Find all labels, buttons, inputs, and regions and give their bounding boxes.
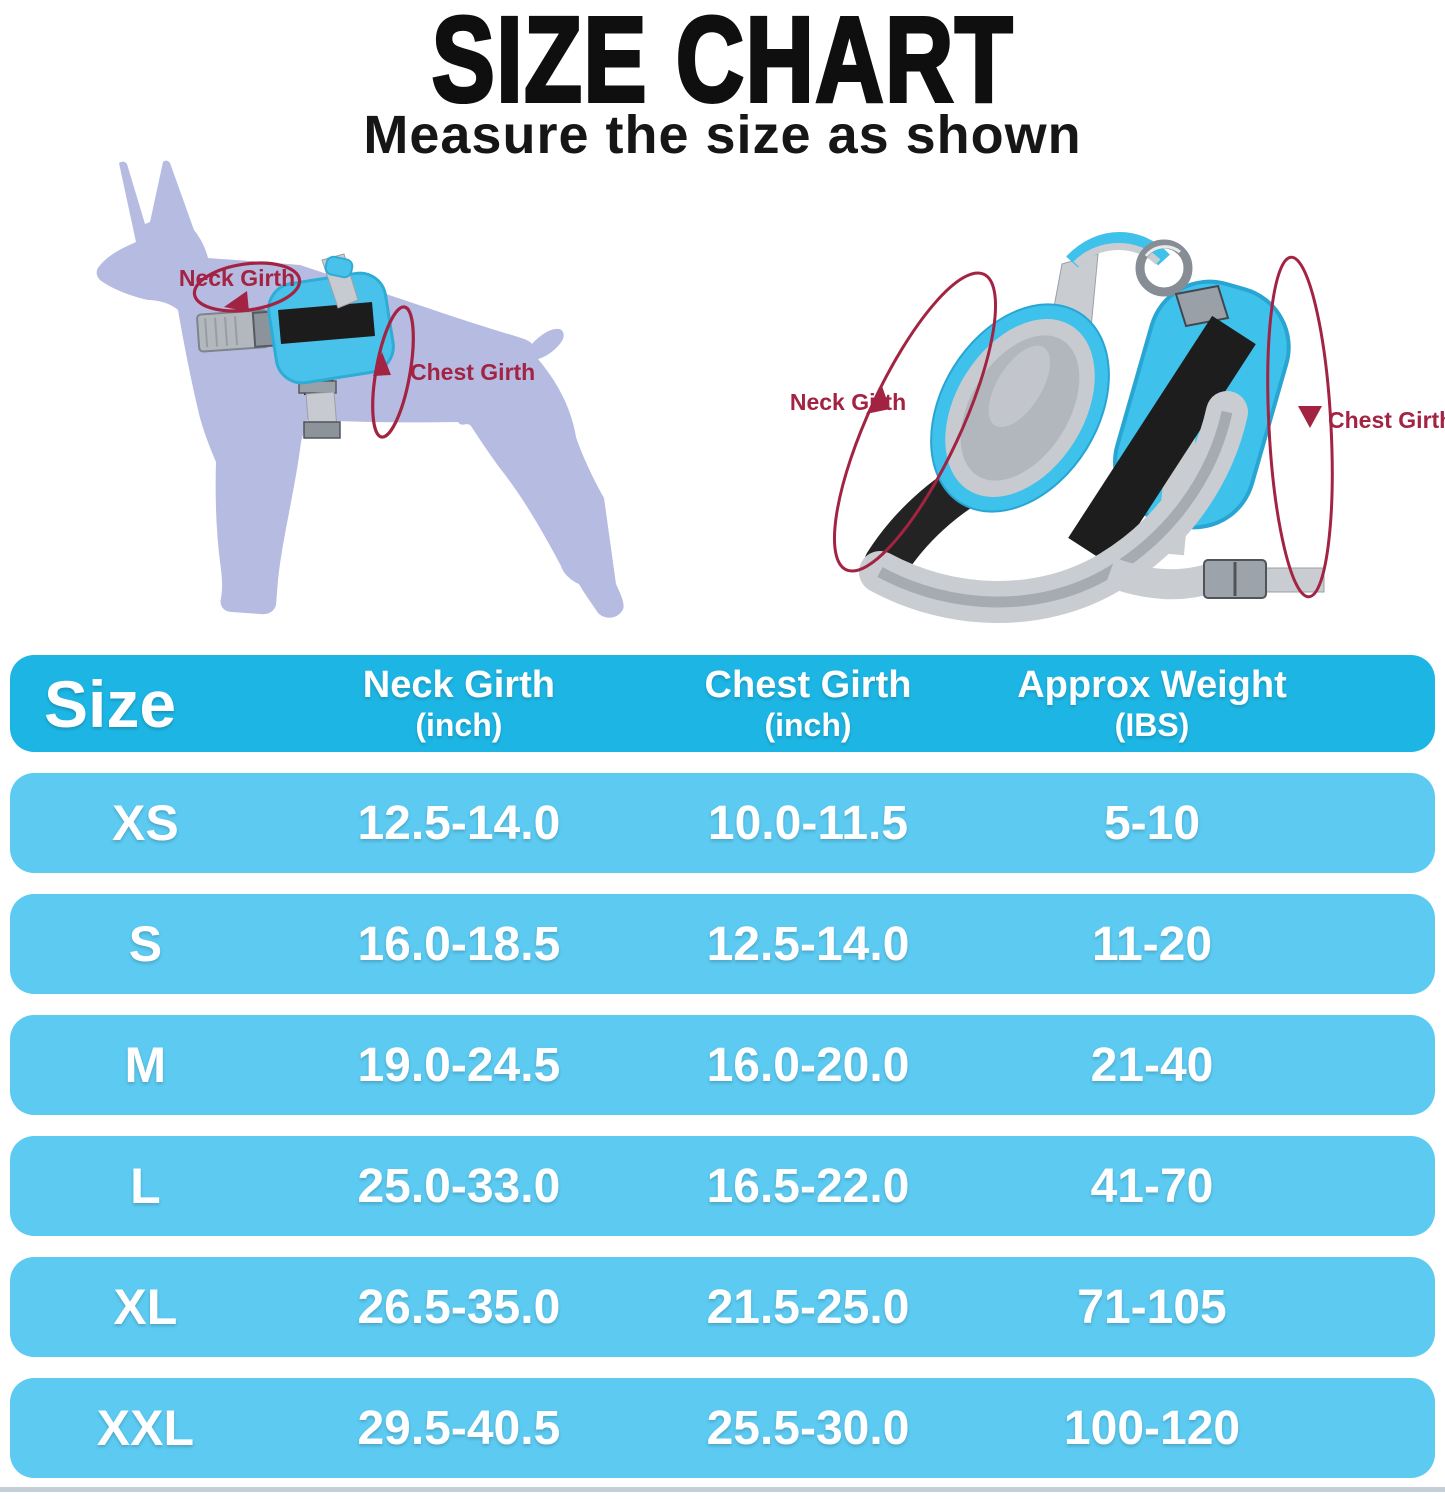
neck-girth-value: 19.0-24.5 <box>357 1038 561 1092</box>
harness-neck-girth-label: Neck Girth <box>790 389 906 415</box>
size-label: L <box>130 1158 161 1214</box>
dog-measurement-diagram: Neck Girth Chest Girth <box>96 160 624 618</box>
table-row-s: S 16.0-18.5 12.5-14.0 11-20 <box>10 894 1435 994</box>
harness-chest-girth-ellipse <box>1266 255 1334 599</box>
harness-strap-tail <box>1263 567 1325 593</box>
harness-lower-strap <box>1104 557 1217 600</box>
table-row-l: L 25.0-33.0 16.5-22.0 41-70 <box>10 1136 1435 1236</box>
harness-chest-girth-arrow-icon <box>1298 406 1322 428</box>
dog-neck-girth-ellipse <box>192 261 302 313</box>
weight-value: 41-70 <box>1090 1159 1214 1213</box>
neck-girth-value: 12.5-14.0 <box>357 796 561 850</box>
harness-annotations: Neck Girth Chest Girth <box>790 255 1445 599</box>
weight-value: 21-40 <box>1090 1038 1214 1092</box>
size-label: XS <box>112 795 179 851</box>
weight-value: 100-120 <box>1063 1401 1241 1455</box>
harness-measurement-diagram: Neck Girth Chest Girth <box>790 232 1445 623</box>
weight-value: 5-10 <box>1103 796 1201 850</box>
dog-neck-girth-arrow-icon <box>224 291 249 312</box>
page-title-text: SIZE CHART <box>430 0 1014 128</box>
neck-girth-value: 16.0-18.5 <box>357 917 561 971</box>
dog-harness-back-band <box>278 302 375 344</box>
size-label: S <box>128 916 163 972</box>
chest-girth-value: 12.5-14.0 <box>706 917 910 971</box>
neck-girth-value: 25.0-33.0 <box>357 1159 561 1213</box>
table-header-row: Size Neck Girth (inch) Chest Girth (inch… <box>10 655 1435 752</box>
chest-girth-value: 16.5-22.0 <box>706 1159 910 1213</box>
harness-handle <box>1066 232 1170 268</box>
table-row-xxl: XXL 29.5-40.5 25.5-30.0 100-120 <box>10 1378 1435 1478</box>
harness-neck-girth-arrow-icon <box>866 386 890 414</box>
dog-harness <box>196 253 395 439</box>
harness-d-ring-icon <box>1135 239 1193 297</box>
harness-product <box>859 232 1325 623</box>
chest-girth-value: 16.0-20.0 <box>706 1038 910 1092</box>
harness-chest-girth-label: Chest Girth <box>1328 407 1445 433</box>
table-row-xs: XS 12.5-14.0 10.0-11.5 5-10 <box>10 773 1435 873</box>
harness-handle-inner <box>1073 243 1161 267</box>
bottom-crop-strip <box>0 1487 1445 1492</box>
weight-value: 11-20 <box>1091 917 1213 971</box>
neck-girth-value: 26.5-35.0 <box>357 1280 561 1334</box>
weight-value: 71-105 <box>1077 1280 1227 1334</box>
size-label: M <box>124 1037 167 1093</box>
harness-reflective-stripe <box>877 410 1233 608</box>
harness-mesh-pad <box>930 303 1110 513</box>
dog-harness-strap-end <box>303 421 341 439</box>
table-row-m: M 19.0-24.5 16.0-20.0 21-40 <box>10 1015 1435 1115</box>
harness-logo-patch <box>1174 284 1230 328</box>
page-subtitle: Measure the size as shown <box>0 104 1445 166</box>
column-header-neck-girth: Neck Girth (inch) <box>362 664 555 743</box>
harness-d-ring-highlight <box>1144 245 1181 257</box>
dog-chest-girth-arrow-icon <box>373 352 391 376</box>
dog-silhouette <box>96 160 624 618</box>
size-table: Size Neck Girth (inch) Chest Girth (inch… <box>0 655 1445 1499</box>
dog-harness-handle <box>324 255 354 279</box>
chest-girth-value: 21.5-25.0 <box>706 1280 910 1334</box>
column-header-chest-girth: Chest Girth (inch) <box>704 664 912 743</box>
size-label: XL <box>113 1279 178 1335</box>
column-header-size: Size <box>44 666 177 741</box>
harness-velcro-band <box>1068 315 1256 567</box>
dog-chest-girth-label: Chest Girth <box>410 359 535 385</box>
chest-girth-value: 25.5-30.0 <box>706 1401 910 1455</box>
dog-annotations: Neck Girth Chest Girth <box>179 261 535 439</box>
page-title: SIZE CHART <box>0 0 1445 128</box>
neck-girth-value: 29.5-40.5 <box>357 1401 561 1455</box>
chest-girth-value: 10.0-11.5 <box>707 796 909 850</box>
page-subtitle-text: Measure the size as shown <box>363 105 1082 165</box>
table-row-xl: XL 26.5-35.0 21.5-25.0 71-105 <box>10 1257 1435 1357</box>
dog-neck-girth-label: Neck Girth <box>179 265 295 291</box>
column-header-approx-weight: Approx Weight (IBS) <box>1017 664 1287 743</box>
size-label: XXL <box>96 1400 194 1456</box>
